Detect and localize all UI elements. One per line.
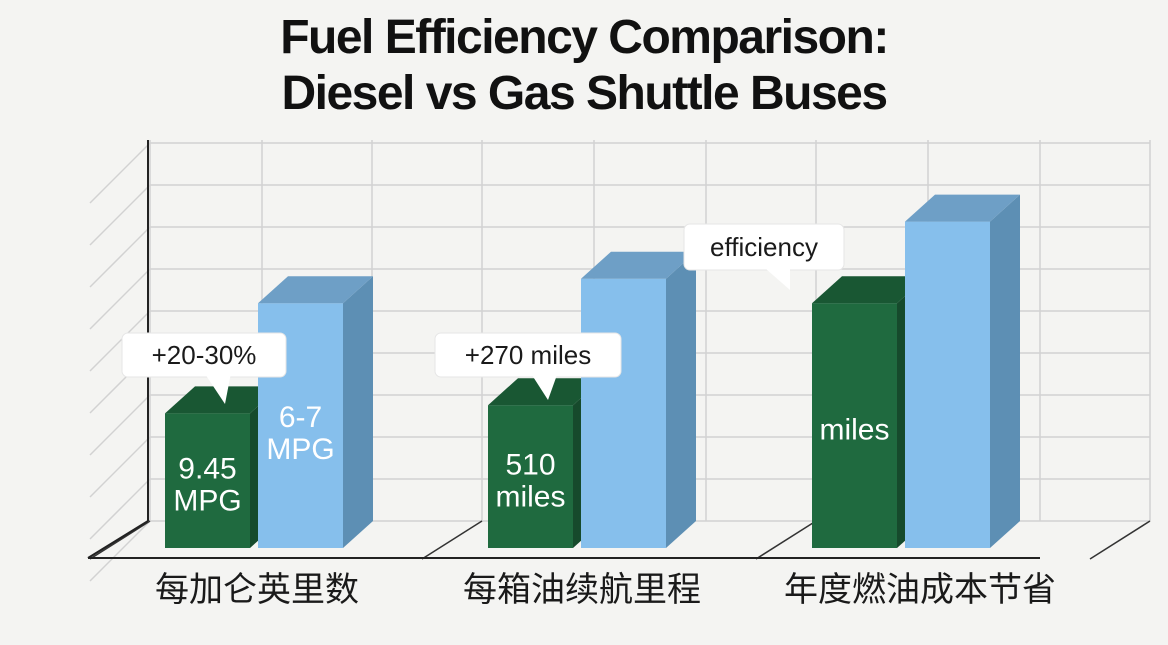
gridline bbox=[89, 436, 151, 498]
x-tick-label: 每加仑英里数 bbox=[155, 570, 359, 610]
callout-bubble: +270 miles bbox=[434, 332, 622, 400]
diesel-bar-value-label: 510 miles bbox=[495, 449, 565, 514]
diesel-bar-value-label: miles bbox=[819, 414, 889, 447]
diesel-bar-top bbox=[812, 276, 927, 304]
gridline bbox=[89, 226, 151, 288]
axis-corner-line bbox=[87, 520, 149, 559]
callout-tail bbox=[206, 376, 231, 404]
callout-box bbox=[683, 223, 845, 271]
gas-bar-value-label: 6-7 MPG bbox=[266, 401, 334, 466]
callout-box bbox=[434, 332, 622, 378]
chart-title-line-1: Fuel Efficiency Comparison: bbox=[280, 11, 889, 64]
floor-line bbox=[89, 520, 151, 560]
x-tick-label: 每箱油续航里程 bbox=[463, 570, 701, 610]
gridline bbox=[89, 184, 151, 246]
callout-text: efficiency bbox=[710, 232, 818, 262]
gas-bar-top bbox=[258, 276, 373, 304]
floor-line bbox=[755, 520, 817, 560]
gas-bar-side bbox=[990, 194, 1020, 548]
callout-text: +270 miles bbox=[465, 340, 591, 370]
floor-line bbox=[421, 520, 483, 560]
gas-bar-front bbox=[905, 221, 990, 548]
x-tick-label: 年度燃油成本节省 bbox=[784, 570, 1056, 610]
gridline bbox=[89, 394, 151, 456]
chart-title-line-2: Diesel vs Gas Shuttle Buses bbox=[281, 67, 888, 120]
gas-bar-top bbox=[905, 194, 1020, 222]
callout-tail bbox=[532, 376, 557, 400]
gridline bbox=[89, 310, 151, 372]
diesel-bar-front bbox=[812, 303, 897, 548]
callout-bubble: efficiency bbox=[683, 223, 845, 290]
callouts: +20-30% +270 miles efficiency bbox=[121, 223, 845, 404]
gridline bbox=[89, 520, 151, 582]
callout-box bbox=[121, 332, 287, 378]
callout-text: +20-30% bbox=[152, 340, 257, 370]
diesel-bar-value-label: 9.45 MPG bbox=[173, 453, 241, 518]
gas-bar-front bbox=[581, 278, 666, 548]
callout-bubble: +20-30% bbox=[121, 332, 287, 404]
gridline bbox=[89, 142, 151, 204]
category-labels: 每加仑英里数 每箱油续航里程 年度燃油成本节省 bbox=[155, 570, 1056, 610]
floor-line bbox=[1089, 520, 1151, 560]
gridline bbox=[89, 478, 151, 540]
gridline bbox=[89, 268, 151, 330]
diesel-bar-front bbox=[488, 405, 573, 548]
gas-bar-side bbox=[666, 251, 696, 548]
diesel-bar-front bbox=[165, 413, 250, 548]
gas-bar-side bbox=[343, 276, 373, 548]
gas-bar-top bbox=[581, 251, 696, 279]
callout-tail bbox=[766, 269, 790, 290]
